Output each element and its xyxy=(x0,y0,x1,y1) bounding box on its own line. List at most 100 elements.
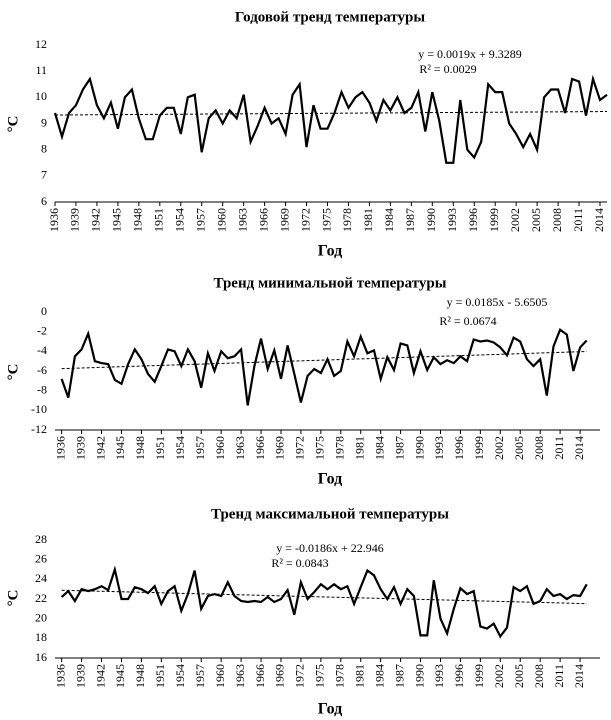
x-tick-label: 1978 xyxy=(340,208,354,232)
x-tick-label: 1954 xyxy=(173,208,187,232)
x-tick-label: 1957 xyxy=(193,436,207,460)
x-tick-label: 1993 xyxy=(432,664,446,688)
x-tick-label: 1936 xyxy=(53,664,67,688)
y-tick-label: 6 xyxy=(41,194,47,208)
x-tick-label: 1945 xyxy=(113,436,127,460)
x-tick-label: 1999 xyxy=(472,436,486,460)
y-axis-label: °C xyxy=(5,364,21,381)
x-tick-label: 1945 xyxy=(110,208,124,232)
x-tick-label: 1948 xyxy=(133,664,147,688)
y-tick-label: 26 xyxy=(35,551,47,565)
y-tick-label: -8 xyxy=(37,382,47,396)
x-tick-label: 2008 xyxy=(550,208,564,232)
x-axis-label: Год xyxy=(318,701,342,718)
x-tick-label: 1963 xyxy=(235,208,249,232)
x-tick-label: 1951 xyxy=(153,436,167,460)
x-tick-label: 1981 xyxy=(352,436,366,460)
x-tick-label: 1984 xyxy=(382,208,396,232)
x-tick-label: 1936 xyxy=(47,208,61,232)
x-tick-label: 1999 xyxy=(472,664,486,688)
x-tick-label: 1984 xyxy=(372,436,386,460)
x-tick-label: 2008 xyxy=(532,436,546,460)
y-tick-label: 20 xyxy=(35,610,47,624)
x-tick-label: 1975 xyxy=(313,436,327,460)
data-line xyxy=(60,565,588,639)
x-tick-label: 2014 xyxy=(572,664,586,688)
x-tick-label: 1942 xyxy=(93,436,107,460)
y-tick-label: 0 xyxy=(41,304,47,318)
trend-annotation: y = 0.0185x - 5.6505 xyxy=(447,295,548,309)
x-tick-label: 1945 xyxy=(113,664,127,688)
y-tick-label: -10 xyxy=(31,402,47,416)
x-tick-label: 1969 xyxy=(273,436,287,460)
trend-annotation: R² = 0.0843 xyxy=(271,556,328,570)
x-tick-label: 1936 xyxy=(53,436,67,460)
x-tick-label: 1990 xyxy=(424,208,438,232)
x-tick-label: 1969 xyxy=(273,664,287,688)
x-tick-label: 1975 xyxy=(313,664,327,688)
x-tick-label: 1990 xyxy=(412,436,426,460)
x-tick-label: 1957 xyxy=(193,664,207,688)
x-tick-label: 1993 xyxy=(432,436,446,460)
x-tick-label: 1969 xyxy=(277,208,291,232)
trend-line xyxy=(54,111,608,116)
x-tick-label: 1966 xyxy=(253,664,267,688)
x-tick-label: 2011 xyxy=(552,664,566,688)
x-axis-label: Год xyxy=(318,243,342,260)
x-tick-label: 1939 xyxy=(68,208,82,232)
x-tick-label: 1966 xyxy=(253,436,267,460)
x-tick-label: 1996 xyxy=(466,208,480,232)
x-tick-label: 1981 xyxy=(352,664,366,688)
x-tick-label: 1960 xyxy=(213,664,227,688)
chart-title: Годовой тренд температуры xyxy=(235,9,425,25)
x-tick-label: 1966 xyxy=(256,208,270,232)
y-tick-label: 18 xyxy=(35,630,47,644)
x-tick-label: 1990 xyxy=(412,664,426,688)
x-tick-label: 2014 xyxy=(592,208,606,232)
x-tick-label: 1954 xyxy=(173,664,187,688)
y-tick-label: 12 xyxy=(35,37,47,51)
x-tick-label: 1942 xyxy=(89,208,103,232)
x-tick-label: 2002 xyxy=(508,208,522,232)
x-tick-label: 1957 xyxy=(193,208,207,232)
x-tick-label: 1951 xyxy=(153,664,167,688)
x-tick-label: 1978 xyxy=(333,436,347,460)
x-tick-label: 2011 xyxy=(571,208,585,232)
x-tick-label: 1987 xyxy=(403,208,417,232)
x-tick-label: 1954 xyxy=(173,436,187,460)
y-tick-label: 16 xyxy=(35,650,47,664)
y-tick-label: 11 xyxy=(35,63,47,77)
x-tick-label: 1942 xyxy=(93,664,107,688)
x-tick-label: 1972 xyxy=(293,664,307,688)
x-tick-label: 2005 xyxy=(529,208,543,232)
chart-title: Тренд минимальной температуры xyxy=(214,275,447,291)
x-tick-label: 2008 xyxy=(532,664,546,688)
trend-annotation: R² = 0.0674 xyxy=(439,314,496,328)
x-tick-label: 1939 xyxy=(73,664,87,688)
y-tick-label: 9 xyxy=(41,115,47,129)
y-axis-label: °C xyxy=(5,116,21,133)
x-tick-label: 2002 xyxy=(492,436,506,460)
y-axis-label: °C xyxy=(5,590,21,607)
data-line xyxy=(60,327,588,406)
x-tick-label: 1972 xyxy=(298,208,312,232)
x-tick-label: 2005 xyxy=(512,664,526,688)
data-line xyxy=(53,74,608,164)
x-tick-label: 1978 xyxy=(333,664,347,688)
y-tick-label: -6 xyxy=(37,363,47,377)
x-tick-label: 1948 xyxy=(131,208,145,232)
x-tick-label: 1960 xyxy=(213,436,227,460)
y-tick-label: -2 xyxy=(37,323,47,337)
x-tick-label: 2014 xyxy=(572,436,586,460)
x-tick-label: 1963 xyxy=(233,664,247,688)
x-tick-label: 1999 xyxy=(487,208,501,232)
trend-line xyxy=(61,589,587,605)
y-tick-label: 28 xyxy=(35,532,47,546)
y-tick-label: -12 xyxy=(31,422,47,436)
x-tick-label: 1963 xyxy=(233,436,247,460)
x-tick-label: 1984 xyxy=(372,664,386,688)
x-tick-label: 1981 xyxy=(361,208,375,232)
x-tick-label: 1951 xyxy=(152,208,166,232)
x-tick-label: 1960 xyxy=(214,208,228,232)
